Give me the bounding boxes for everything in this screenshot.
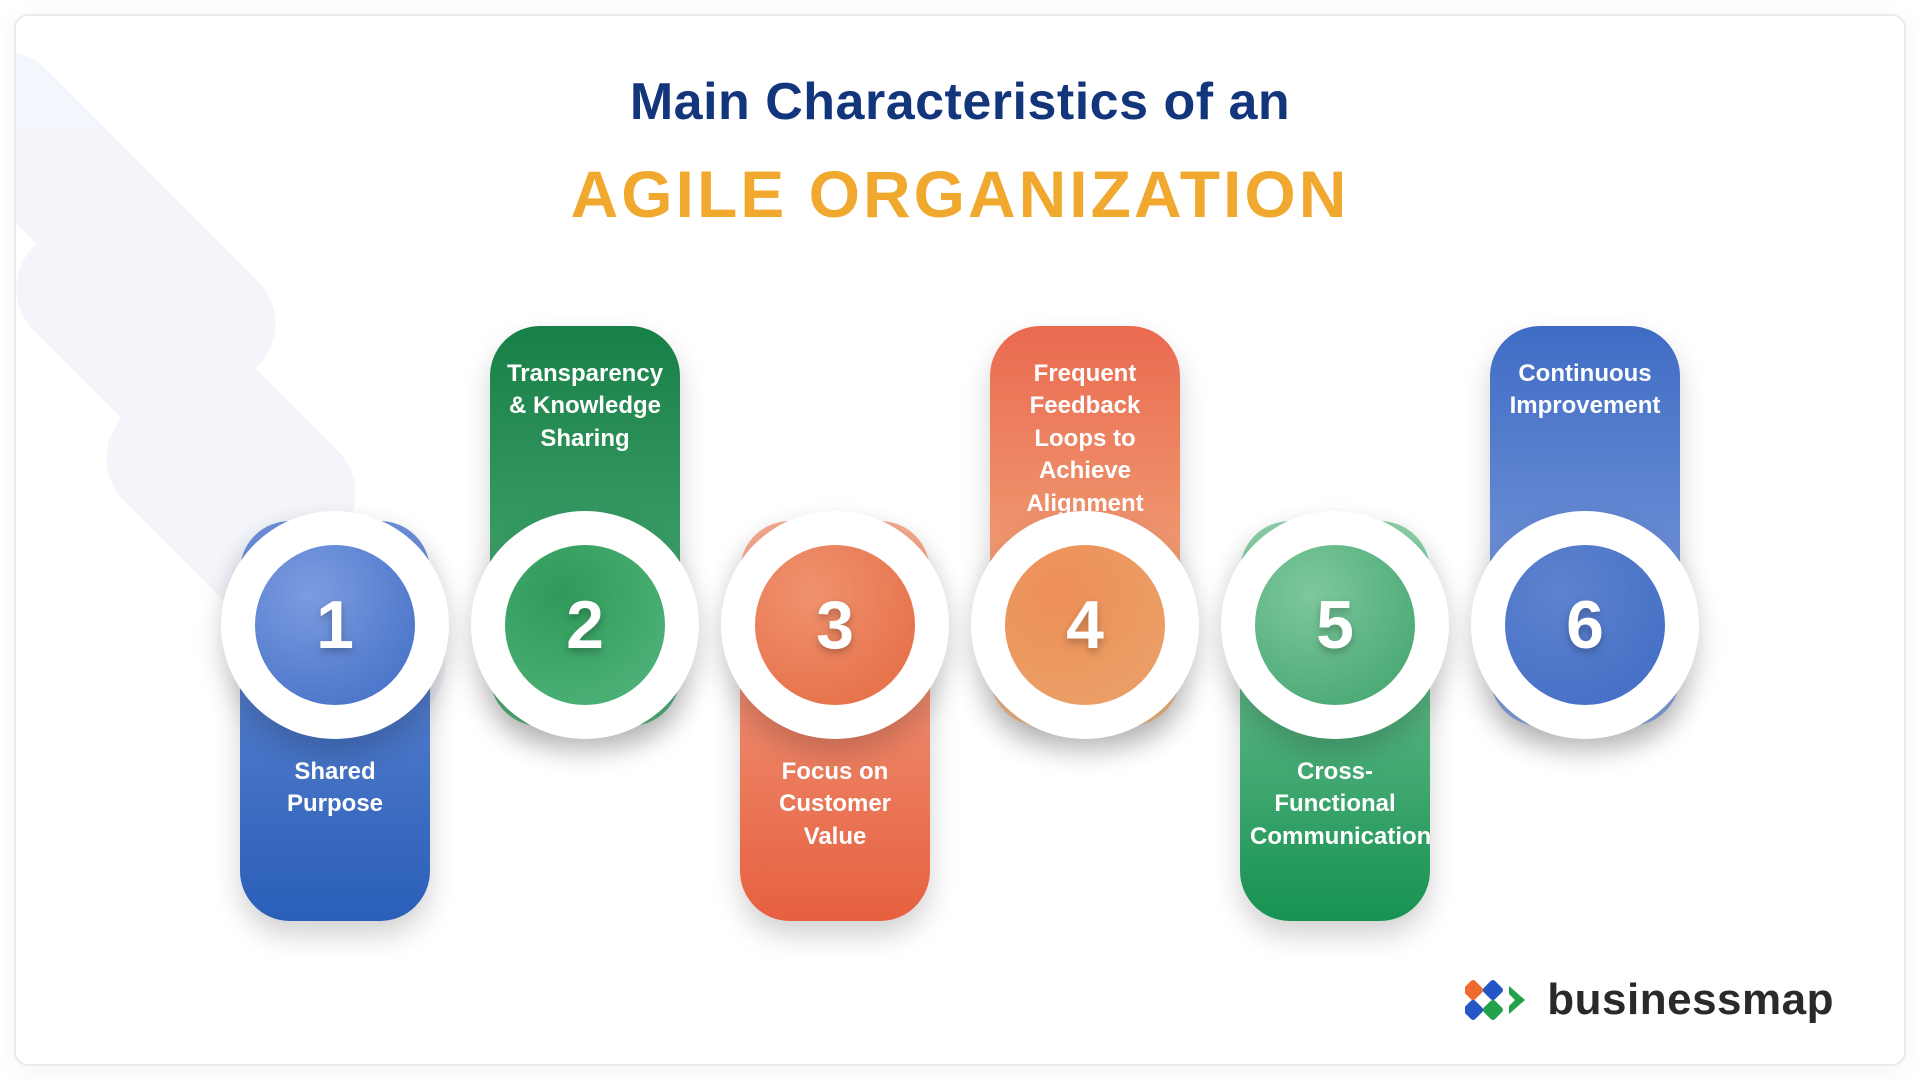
characteristic-number: 4	[1005, 545, 1165, 705]
characteristic-item: Shared Purpose 1	[210, 326, 460, 946]
characteristic-ring: 5	[1221, 511, 1449, 739]
characteristic-label: Frequent Feedback Loops to Achieve Align…	[990, 358, 1180, 520]
businessmap-icon	[1465, 970, 1531, 1030]
characteristic-number: 5	[1255, 545, 1415, 705]
brand-logo: businessmap	[1465, 970, 1834, 1030]
brand-text: businessmap	[1547, 975, 1834, 1025]
characteristic-number: 1	[255, 545, 415, 705]
characteristic-label: Cross-Functional Communication	[1240, 756, 1430, 853]
characteristic-ring: 2	[471, 511, 699, 739]
characteristic-number: 6	[1505, 545, 1665, 705]
characteristic-number: 3	[755, 545, 915, 705]
characteristic-item: Transparency & Knowledge Sharing 2	[460, 326, 710, 946]
infographic-frame: Main Characteristics of an AGILE ORGANIZ…	[14, 14, 1906, 1066]
characteristic-item: Continuous Improvement 6	[1460, 326, 1710, 946]
characteristic-number: 2	[505, 545, 665, 705]
characteristic-item: Focus on Customer Value 3	[710, 326, 960, 946]
characteristics-row: Shared Purpose 1 Transparency & Knowledge …	[16, 326, 1904, 946]
characteristic-ring: 6	[1471, 511, 1699, 739]
characteristic-label: Focus on Customer Value	[740, 756, 930, 853]
characteristic-ring: 4	[971, 511, 1199, 739]
characteristic-ring: 1	[221, 511, 449, 739]
title-block: Main Characteristics of an AGILE ORGANIZ…	[16, 72, 1904, 232]
characteristic-label: Continuous Improvement	[1490, 358, 1680, 423]
title-line1: Main Characteristics of an	[16, 72, 1904, 132]
characteristic-label: Transparency & Knowledge Sharing	[490, 358, 680, 455]
title-line2: AGILE ORGANIZATION	[16, 156, 1904, 232]
characteristic-item: Cross-Functional Communication 5	[1210, 326, 1460, 946]
characteristic-label: Shared Purpose	[240, 756, 430, 821]
characteristic-item: Frequent Feedback Loops to Achieve Align…	[960, 326, 1210, 946]
characteristic-ring: 3	[721, 511, 949, 739]
